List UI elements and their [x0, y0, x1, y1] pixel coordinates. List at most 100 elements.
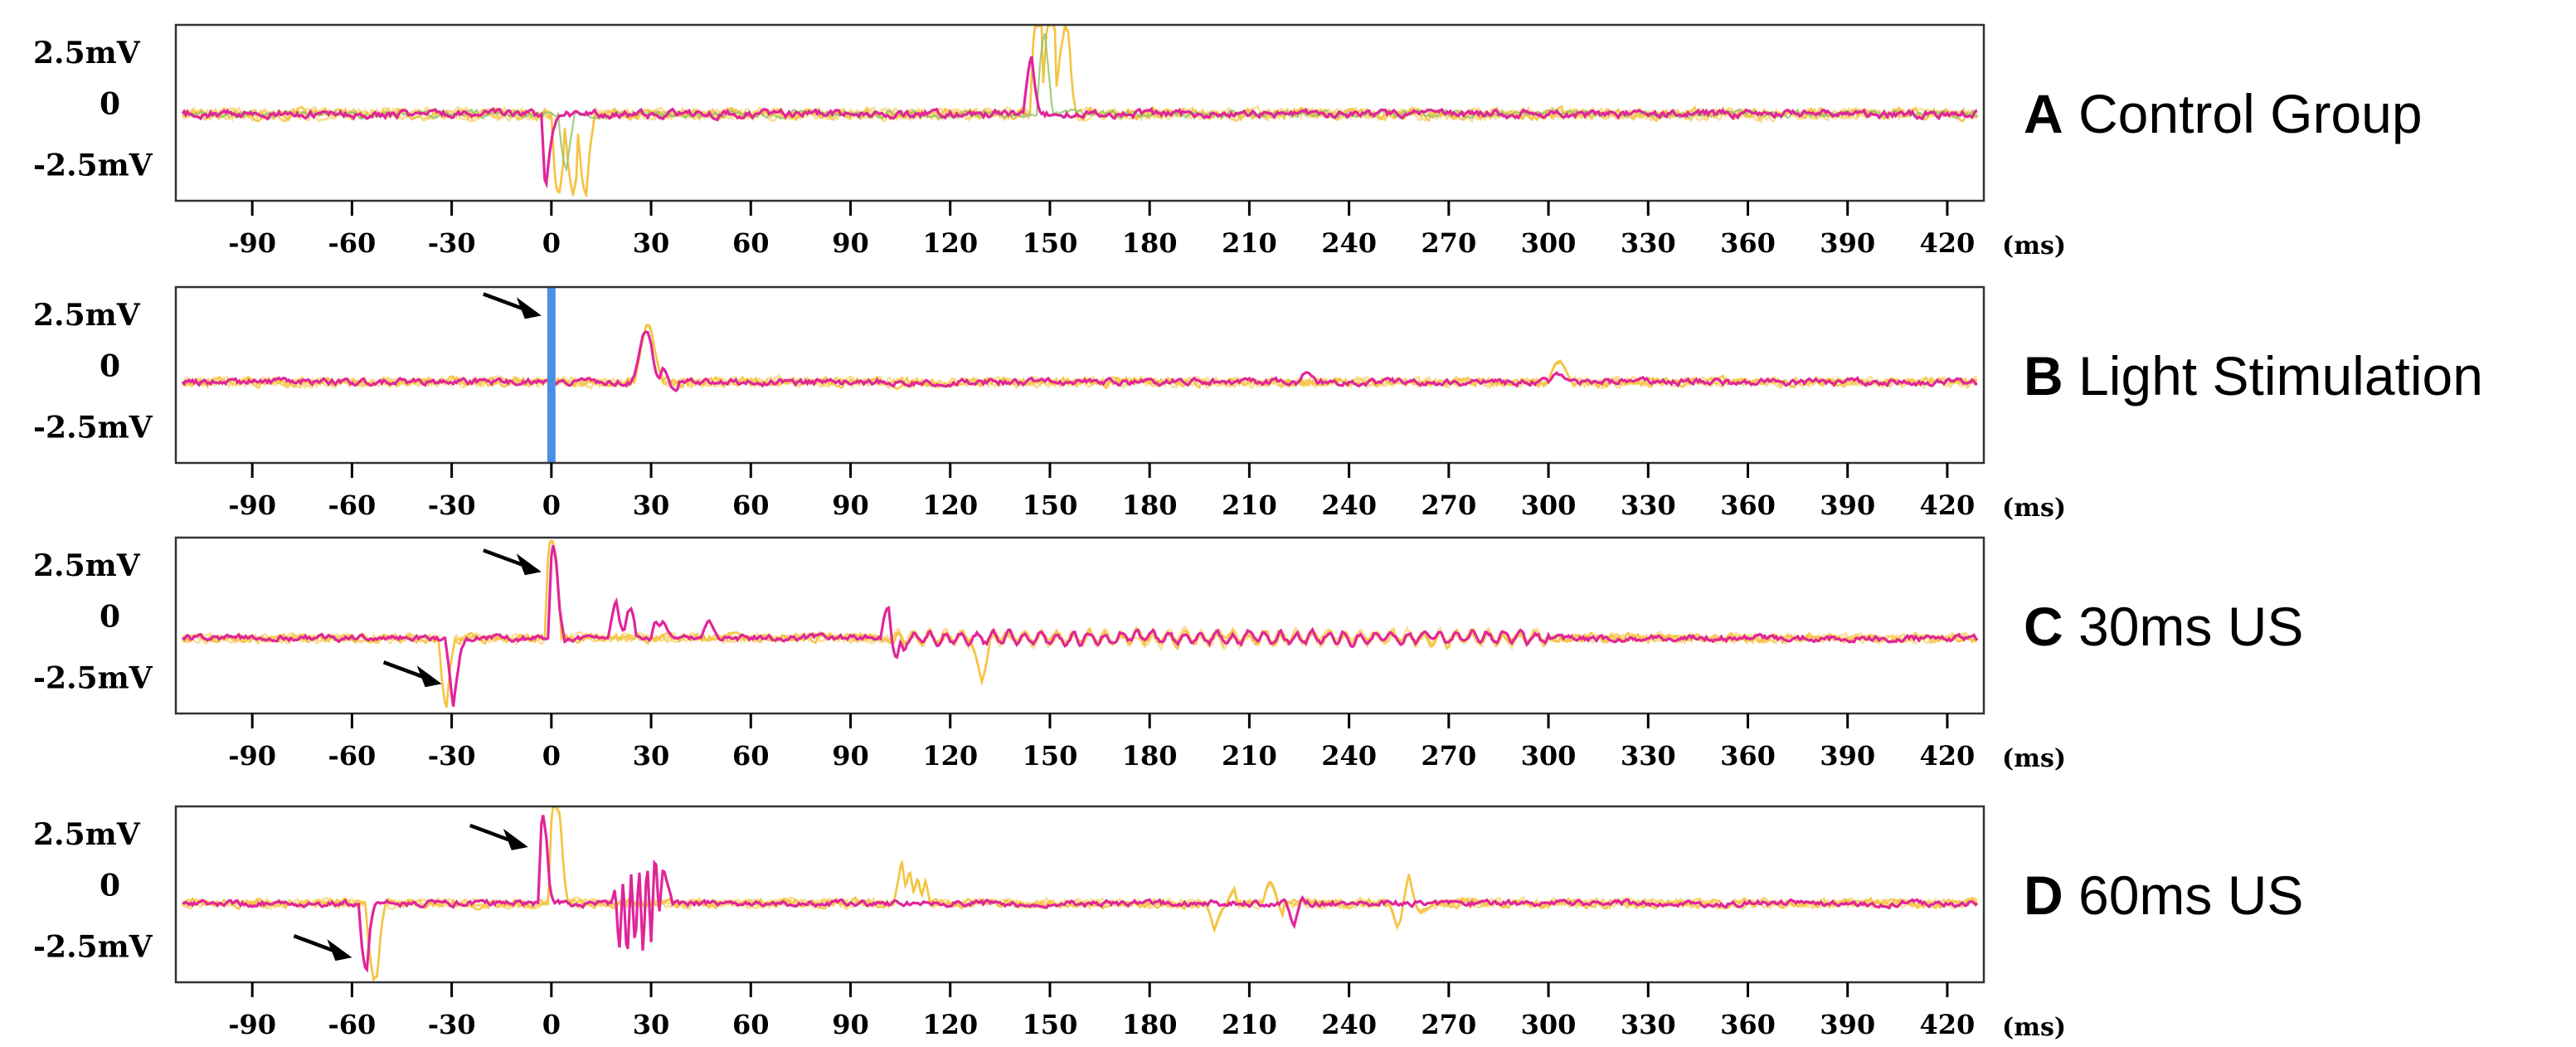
x-tick-label: 360 — [1720, 227, 1776, 259]
x-tick-label: 270 — [1421, 1009, 1476, 1040]
y-tick-label: 2.5mV — [33, 298, 141, 333]
panel-letter: A — [2024, 83, 2063, 144]
x-tick-label: 270 — [1421, 489, 1476, 521]
traces-panel-d — [181, 806, 1979, 982]
x-tick-label: 300 — [1521, 740, 1577, 772]
x-tick-label: 330 — [1621, 1009, 1676, 1040]
panel-name: 60ms US — [2063, 864, 2304, 926]
x-tick-label: 30 — [633, 489, 670, 521]
x-tick-label: -30 — [428, 227, 476, 259]
x-tick-label: 300 — [1521, 489, 1577, 521]
annotation-arrow — [382, 660, 442, 688]
x-tick-label: -30 — [428, 1009, 476, 1040]
x-tick-label: -60 — [328, 227, 376, 259]
panel-a: 2.5mV 0 -2.5mV -90 -60 -30 0 30 60 90 120 150 180 210… — [33, 23, 2423, 261]
overlay-trace — [182, 806, 1978, 982]
traces-panel-c — [181, 538, 1979, 709]
x-tick-label: 30 — [633, 1009, 670, 1040]
x-tick-label: 60 — [732, 1009, 770, 1040]
y-tick-label: 0 — [100, 348, 120, 383]
x-tick-label: 420 — [1920, 489, 1976, 521]
x-tick-label: 240 — [1321, 489, 1377, 521]
x-tick-label: 90 — [832, 489, 869, 521]
x-tick-label: 150 — [1023, 740, 1078, 772]
x-tick-label: 360 — [1720, 489, 1776, 521]
x-tick-label: 0 — [542, 1009, 561, 1040]
x-tick-label: 150 — [1023, 1009, 1078, 1040]
traces-panel-a — [181, 25, 1979, 198]
y-tick-label: -2.5mV — [33, 411, 153, 446]
annotation-arrow — [483, 548, 542, 576]
x-tick-label: 120 — [922, 227, 978, 259]
overlay-trace — [182, 25, 1978, 198]
x-tick-label: 120 — [922, 1009, 978, 1040]
x-tick-label: 420 — [1920, 227, 1976, 259]
x-tick-label: -90 — [228, 740, 276, 772]
x-tick-label: -90 — [228, 489, 276, 521]
x-tick-label: 390 — [1820, 227, 1875, 259]
x-tick-label: 60 — [732, 489, 770, 521]
x-tick-label: 60 — [732, 740, 770, 772]
x-tick-label: 0 — [542, 740, 561, 772]
x-tick-label: 180 — [1122, 227, 1178, 259]
x-tick-label: 240 — [1321, 1009, 1377, 1040]
main-trace — [181, 330, 1978, 392]
x-tick-label: 120 — [922, 740, 978, 772]
plot-frame — [174, 805, 1985, 984]
annotation-arrow — [293, 933, 352, 962]
x-tick-label: 330 — [1621, 740, 1676, 772]
plot-frame — [174, 23, 1985, 202]
x-tick-label: 210 — [1222, 227, 1277, 259]
panel-letter: D — [2024, 864, 2063, 926]
annotation-arrow — [469, 823, 528, 850]
x-tick-label: 420 — [1920, 1009, 1976, 1040]
plot-frame — [174, 285, 1985, 465]
x-tick-label: 90 — [832, 1009, 869, 1040]
x-tick-label: 270 — [1421, 227, 1476, 259]
x-tick-label: 390 — [1820, 1009, 1875, 1040]
panel-c: 2.5mV 0 -2.5mV -90 -60 -30 0 30 60 90 120 150 180 210… — [33, 536, 2303, 773]
x-tick-label: 180 — [1122, 489, 1178, 521]
x-unit-label: (ms) — [2002, 744, 2066, 773]
x-tick-label: 150 — [1023, 227, 1078, 259]
traces-panel-b — [181, 324, 1978, 392]
panel-title: A Control Group — [2024, 83, 2423, 144]
panel-title: C 30ms US — [2024, 596, 2303, 657]
x-tick-label: 240 — [1321, 740, 1377, 772]
x-tick-label: -30 — [428, 489, 476, 521]
main-trace — [182, 815, 1978, 973]
x-tick-label: 330 — [1621, 227, 1676, 259]
x-tick-label: 60 — [732, 227, 770, 259]
x-tick-label: 300 — [1521, 1009, 1577, 1040]
x-tick-label: 0 — [542, 489, 561, 521]
x-tick-label: -60 — [328, 489, 376, 521]
x-tick-label: 0 — [542, 227, 561, 259]
x-tick-label: 360 — [1720, 1009, 1776, 1040]
y-tick-label: 0 — [100, 86, 120, 121]
y-tick-label: -2.5mV — [33, 149, 153, 183]
x-unit-label: (ms) — [2002, 231, 2066, 261]
panel-name: 30ms US — [2063, 596, 2304, 657]
x-tick-label: -90 — [228, 227, 276, 259]
panel-title: B Light Stimulation — [2024, 345, 2483, 407]
panel-letter: B — [2024, 345, 2063, 407]
y-tick-label: -2.5mV — [33, 930, 153, 965]
y-tick-label: 0 — [100, 868, 120, 903]
x-tick-label: 90 — [832, 227, 869, 259]
x-tick-label: 90 — [832, 740, 869, 772]
x-tick-label: 150 — [1023, 489, 1078, 521]
annotation-arrow — [483, 292, 542, 319]
panel-name: Control Group — [2063, 83, 2423, 144]
x-tick-label: 330 — [1621, 489, 1676, 521]
overlay-trace — [181, 538, 1979, 708]
x-unit-label: (ms) — [2002, 1013, 2066, 1042]
x-tick-label: 420 — [1920, 740, 1976, 772]
y-tick-label: 2.5mV — [33, 36, 141, 71]
x-tick-label: 180 — [1122, 1009, 1178, 1040]
x-tick-label: 360 — [1720, 740, 1776, 772]
x-tick-label: -60 — [328, 1009, 376, 1040]
y-tick-label: 0 — [100, 599, 120, 634]
x-tick-label: 390 — [1820, 489, 1875, 521]
y-tick-label: 2.5mV — [33, 548, 141, 583]
